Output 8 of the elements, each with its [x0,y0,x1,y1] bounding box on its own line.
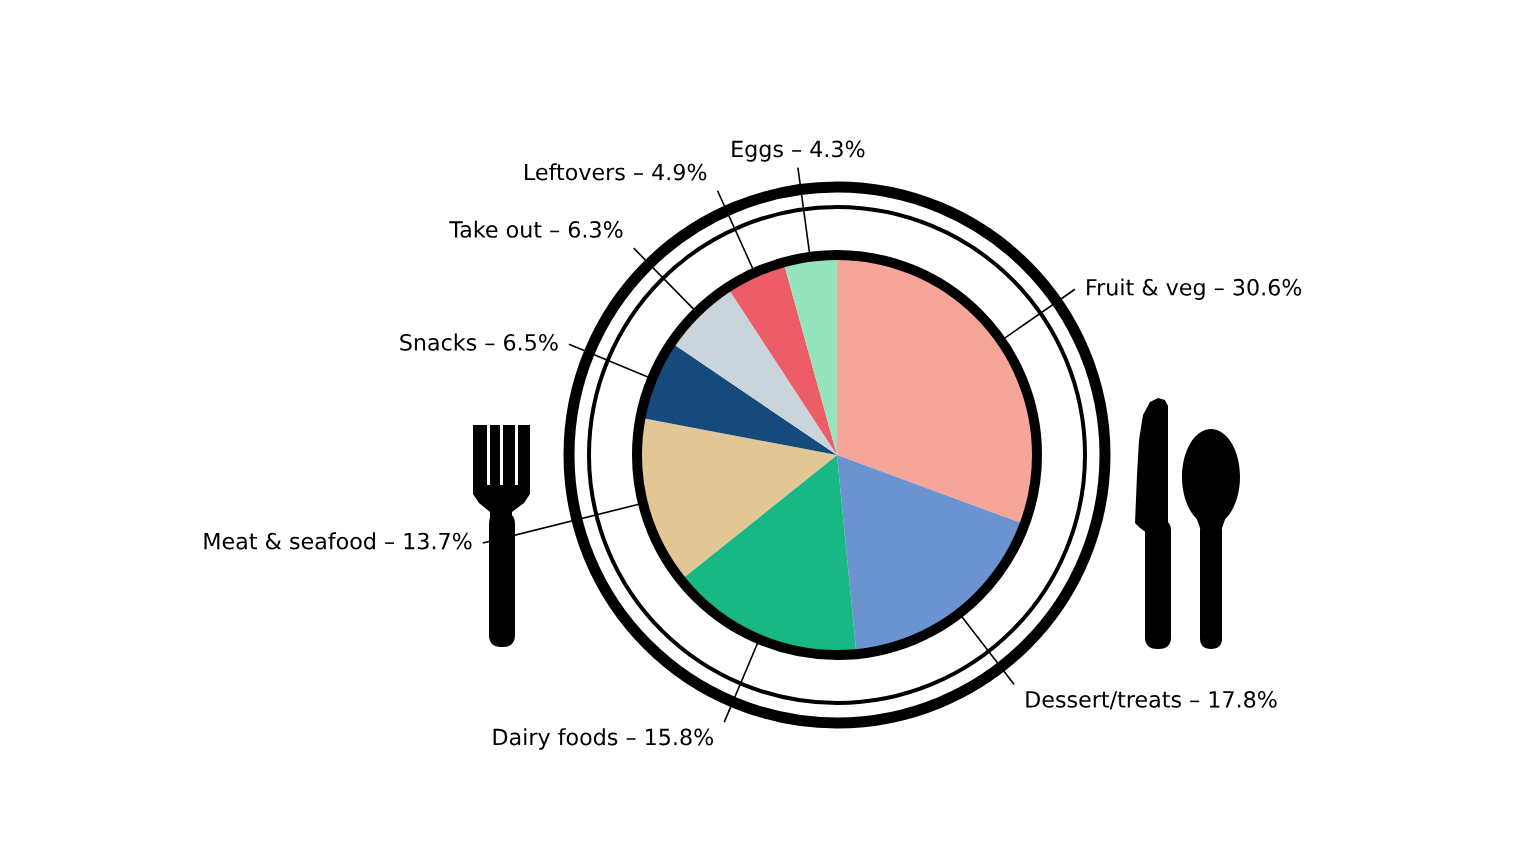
slice-label: Fruit & veg – 30.6% [1087,278,1302,300]
slice-label: Take out – 6.3% [449,220,623,238]
slice-label: Dessert/treats – 17.8% [1026,690,1277,710]
slice-label: Eggs – 4.3% [732,140,865,162]
slice-label: Snacks – 6.5% [400,333,558,351]
slice-label: Dairy foods – 15.8% [493,728,714,750]
slice-label: Meat & seafood – 13.7% [204,532,472,550]
slice-label: Leftovers – 4.9% [525,163,707,181]
